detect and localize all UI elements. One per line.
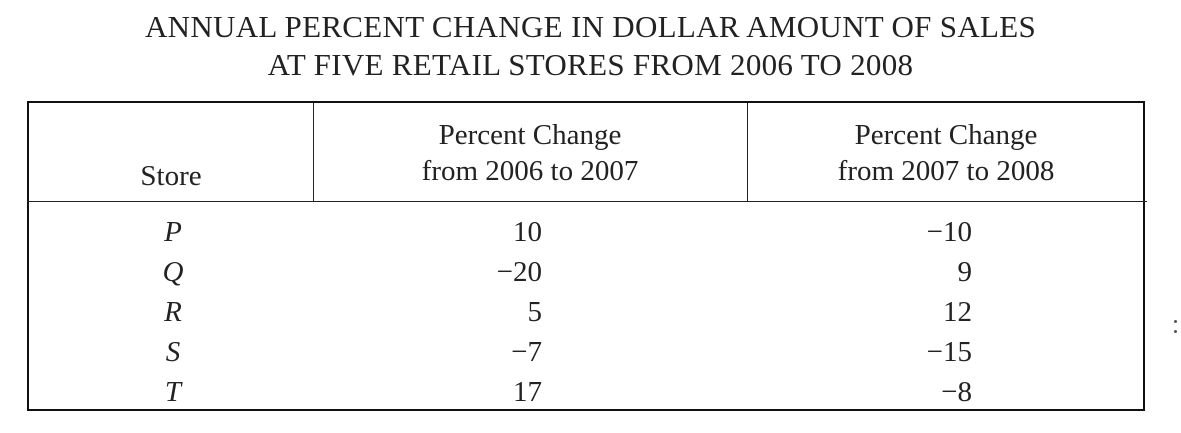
header-divider: [27, 201, 1147, 202]
change-2006-2007-cell: 10: [513, 216, 542, 248]
column-header-change-2006-2007: Percent Change from 2006 to 2007: [313, 117, 747, 189]
data-table: Store Percent Change from 2006 to 2007 P…: [27, 101, 1147, 411]
store-cell: S: [165, 336, 181, 368]
change-2007-2008-cell: −15: [926, 336, 972, 368]
header-column-divider-2: [747, 103, 748, 201]
change-2007-2008-cell: 9: [957, 256, 973, 288]
column-header-change-2007-2008-line-2: from 2007 to 2008: [837, 155, 1055, 187]
stray-dot-bottom: [1174, 330, 1177, 333]
change-2006-2007-cell: 5: [527, 296, 543, 328]
column-header-change-2006-2007-line-1: Percent Change: [438, 119, 622, 151]
change-2006-2007-cell: 17: [513, 376, 542, 408]
column-header-store: Store: [29, 158, 313, 194]
column-header-change-2007-2008: Percent Change from 2007 to 2008: [747, 117, 1145, 189]
column-header-change-2006-2007-line-2: from 2006 to 2007: [421, 155, 639, 187]
stray-dot-top: [1174, 320, 1177, 323]
store-cell: P: [164, 216, 182, 248]
header-column-divider-1: [313, 103, 314, 201]
store-cell: R: [164, 296, 182, 328]
column-header-change-2007-2008-line-1: Percent Change: [854, 119, 1038, 151]
stray-mark: [1173, 318, 1177, 336]
store-cell: T: [164, 376, 182, 408]
change-2007-2008-cell: −8: [941, 376, 972, 408]
change-2007-2008-cell: 12: [943, 296, 972, 328]
column-header-store-label: Store: [140, 160, 202, 192]
change-2007-2008-cell: −10: [926, 216, 972, 248]
store-cell: Q: [162, 256, 184, 288]
table-title-line-1: ANNUAL PERCENT CHANGE IN DOLLAR AMOUNT O…: [144, 9, 1037, 44]
table-title: ANNUAL PERCENT CHANGE IN DOLLAR AMOUNT O…: [0, 8, 1181, 84]
table-title-line-2: AT FIVE RETAIL STORES FROM 2006 TO 2008: [267, 47, 914, 82]
change-2006-2007-cell: −7: [511, 336, 542, 368]
change-2006-2007-cell: −20: [496, 256, 542, 288]
